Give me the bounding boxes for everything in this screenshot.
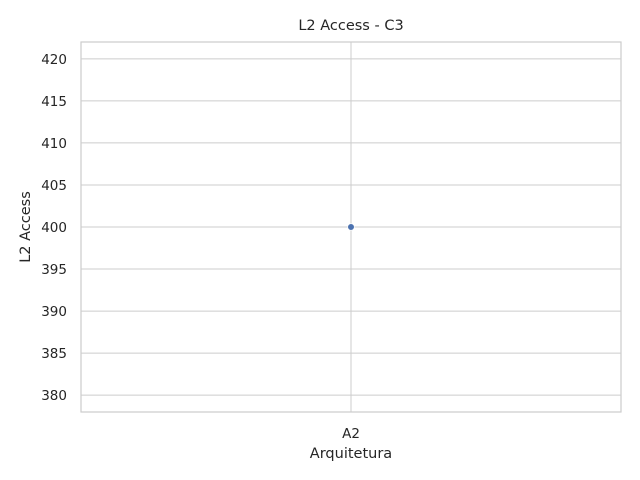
y-tick-label: 410 — [41, 136, 67, 152]
y-tick-label: 400 — [41, 220, 67, 236]
axes-frame — [80, 41, 622, 413]
chart-title: L2 Access - C3 — [298, 18, 403, 34]
x-axis-label: Arquitetura — [310, 446, 392, 462]
y-tick-label: 395 — [41, 262, 67, 278]
y-tick-label: 420 — [41, 52, 67, 68]
plot-area: 380 385 390 395 400 405 410 415 420 A2 — [41, 41, 622, 442]
y-tick-label: 380 — [41, 388, 67, 404]
y-tick-label: 415 — [41, 94, 67, 110]
y-axis-label: L2 Access — [18, 191, 34, 263]
y-tick-label: 405 — [41, 178, 67, 194]
y-tick-label: 390 — [41, 304, 67, 320]
x-tick-label: A2 — [342, 426, 360, 442]
data-point — [347, 223, 355, 231]
y-tick-label: 385 — [41, 346, 67, 362]
